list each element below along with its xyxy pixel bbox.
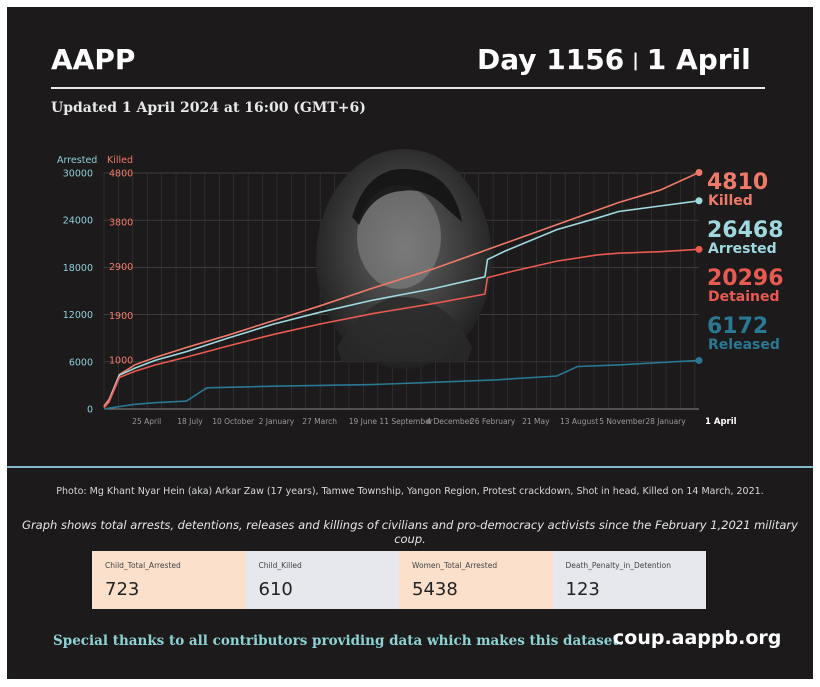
x-tick-label: 10 October <box>212 417 255 426</box>
series-value-number: 6172 <box>707 314 768 339</box>
infographic-frame: AAPP Day 1156 | 1 April Updated 1 April 20… <box>7 7 813 679</box>
right-tick-label: 2900 <box>109 262 133 273</box>
series-value-name: Killed <box>708 193 753 209</box>
x-tick-label: 2 January <box>259 417 295 426</box>
day-label: Day 1156 <box>477 43 625 76</box>
stat-card-death-penalty: Death_Penalty_in_Detention 123 <box>552 551 706 609</box>
separator-glyph: | <box>632 50 639 71</box>
left-tick-label: 24000 <box>63 216 93 227</box>
website-link[interactable]: coup.aappb.org <box>613 627 782 649</box>
x-tick-label: 11 September <box>379 417 433 426</box>
series-value-name: Released <box>708 337 780 353</box>
x-tick-label: 4 December <box>426 417 473 426</box>
line-chart: Arrested Killed 30000 24000 18000 12000 6000 0 4… <box>57 149 784 427</box>
stat-value: 723 <box>105 579 140 600</box>
stat-card-child-killed: Child_Killed 610 <box>245 551 399 609</box>
stat-value: 123 <box>565 579 600 600</box>
stat-label: Child_Total_Arrested <box>105 561 181 570</box>
stat-label: Death_Penalty_in_Detention <box>565 561 672 570</box>
x-tick-label: 18 July <box>177 417 203 426</box>
x-tick-label: 19 June <box>349 417 378 426</box>
thanks-note: Special thanks to all contributors provi… <box>53 633 624 649</box>
right-tick-label: 4800 <box>109 169 133 180</box>
stat-value: 610 <box>258 579 293 600</box>
day-counter: Day 1156 | 1 April <box>477 43 751 76</box>
series-value-number: 26468 <box>707 218 784 243</box>
brand-title: AAPP <box>51 43 136 76</box>
x-tick-label: 1 April <box>705 417 737 427</box>
series-end-dot <box>695 356 703 364</box>
axis-labels: Arrested Killed 30000 24000 18000 12000 6000 0 4… <box>57 155 737 427</box>
series-line-detained <box>103 248 700 409</box>
stat-card-child-total-arrested: Child_Total_Arrested 723 <box>92 551 246 609</box>
portrait-photo <box>316 149 492 369</box>
left-tick-label: 0 <box>87 405 93 416</box>
series-end-dot <box>695 197 703 205</box>
right-tick-label: 1900 <box>109 311 133 322</box>
series-value-number: 20296 <box>707 266 784 291</box>
x-tick-label: 27 March <box>302 417 337 426</box>
series-end-dot <box>695 169 703 177</box>
section-divider <box>7 466 813 468</box>
header-rule <box>51 87 765 89</box>
right-tick-label: 1000 <box>109 355 133 366</box>
updated-timestamp: Updated 1 April 2024 at 16:00 (GMT+6) <box>51 100 366 116</box>
stats-panel: Child_Total_Arrested 723 Child_Killed 61… <box>92 551 706 609</box>
x-tick-label: 25 April <box>132 417 161 426</box>
x-tick-label: 5 November <box>599 417 646 426</box>
series-end-dot <box>695 245 703 253</box>
left-axis-title: Arrested <box>57 155 97 166</box>
graph-description: Graph shows total arrests, detentions, r… <box>22 518 798 546</box>
right-tick-label: 3800 <box>109 218 133 229</box>
x-tick-label: 26 February <box>470 417 516 426</box>
right-axis-title: Killed <box>107 155 133 166</box>
left-tick-label: 18000 <box>63 263 93 274</box>
x-tick-label: 21 May <box>522 417 550 426</box>
series-value-name: Detained <box>708 289 780 305</box>
left-tick-label: 30000 <box>63 169 93 180</box>
photo-caption: Photo: Mg Khant Nyar Hein (aka) Arkar Za… <box>56 486 764 497</box>
x-tick-label: 13 August <box>560 417 598 426</box>
left-tick-label: 12000 <box>63 310 93 321</box>
series-lines <box>103 169 703 410</box>
x-tick-label: 28 January <box>645 417 686 426</box>
series-line-released <box>103 359 700 410</box>
series-line-arrested <box>103 200 700 408</box>
series-value-name: Arrested <box>708 241 777 257</box>
left-tick-label: 6000 <box>69 357 93 368</box>
stat-card-women-total-arrested: Women_Total_Arrested 5438 <box>399 551 553 609</box>
date-label: 1 April <box>646 43 751 76</box>
series-line-killed <box>103 171 700 407</box>
series-value-number: 4810 <box>707 170 768 195</box>
stat-value: 5438 <box>412 579 458 600</box>
stat-label: Child_Killed <box>258 561 302 570</box>
stat-label: Women_Total_Arrested <box>412 561 498 570</box>
